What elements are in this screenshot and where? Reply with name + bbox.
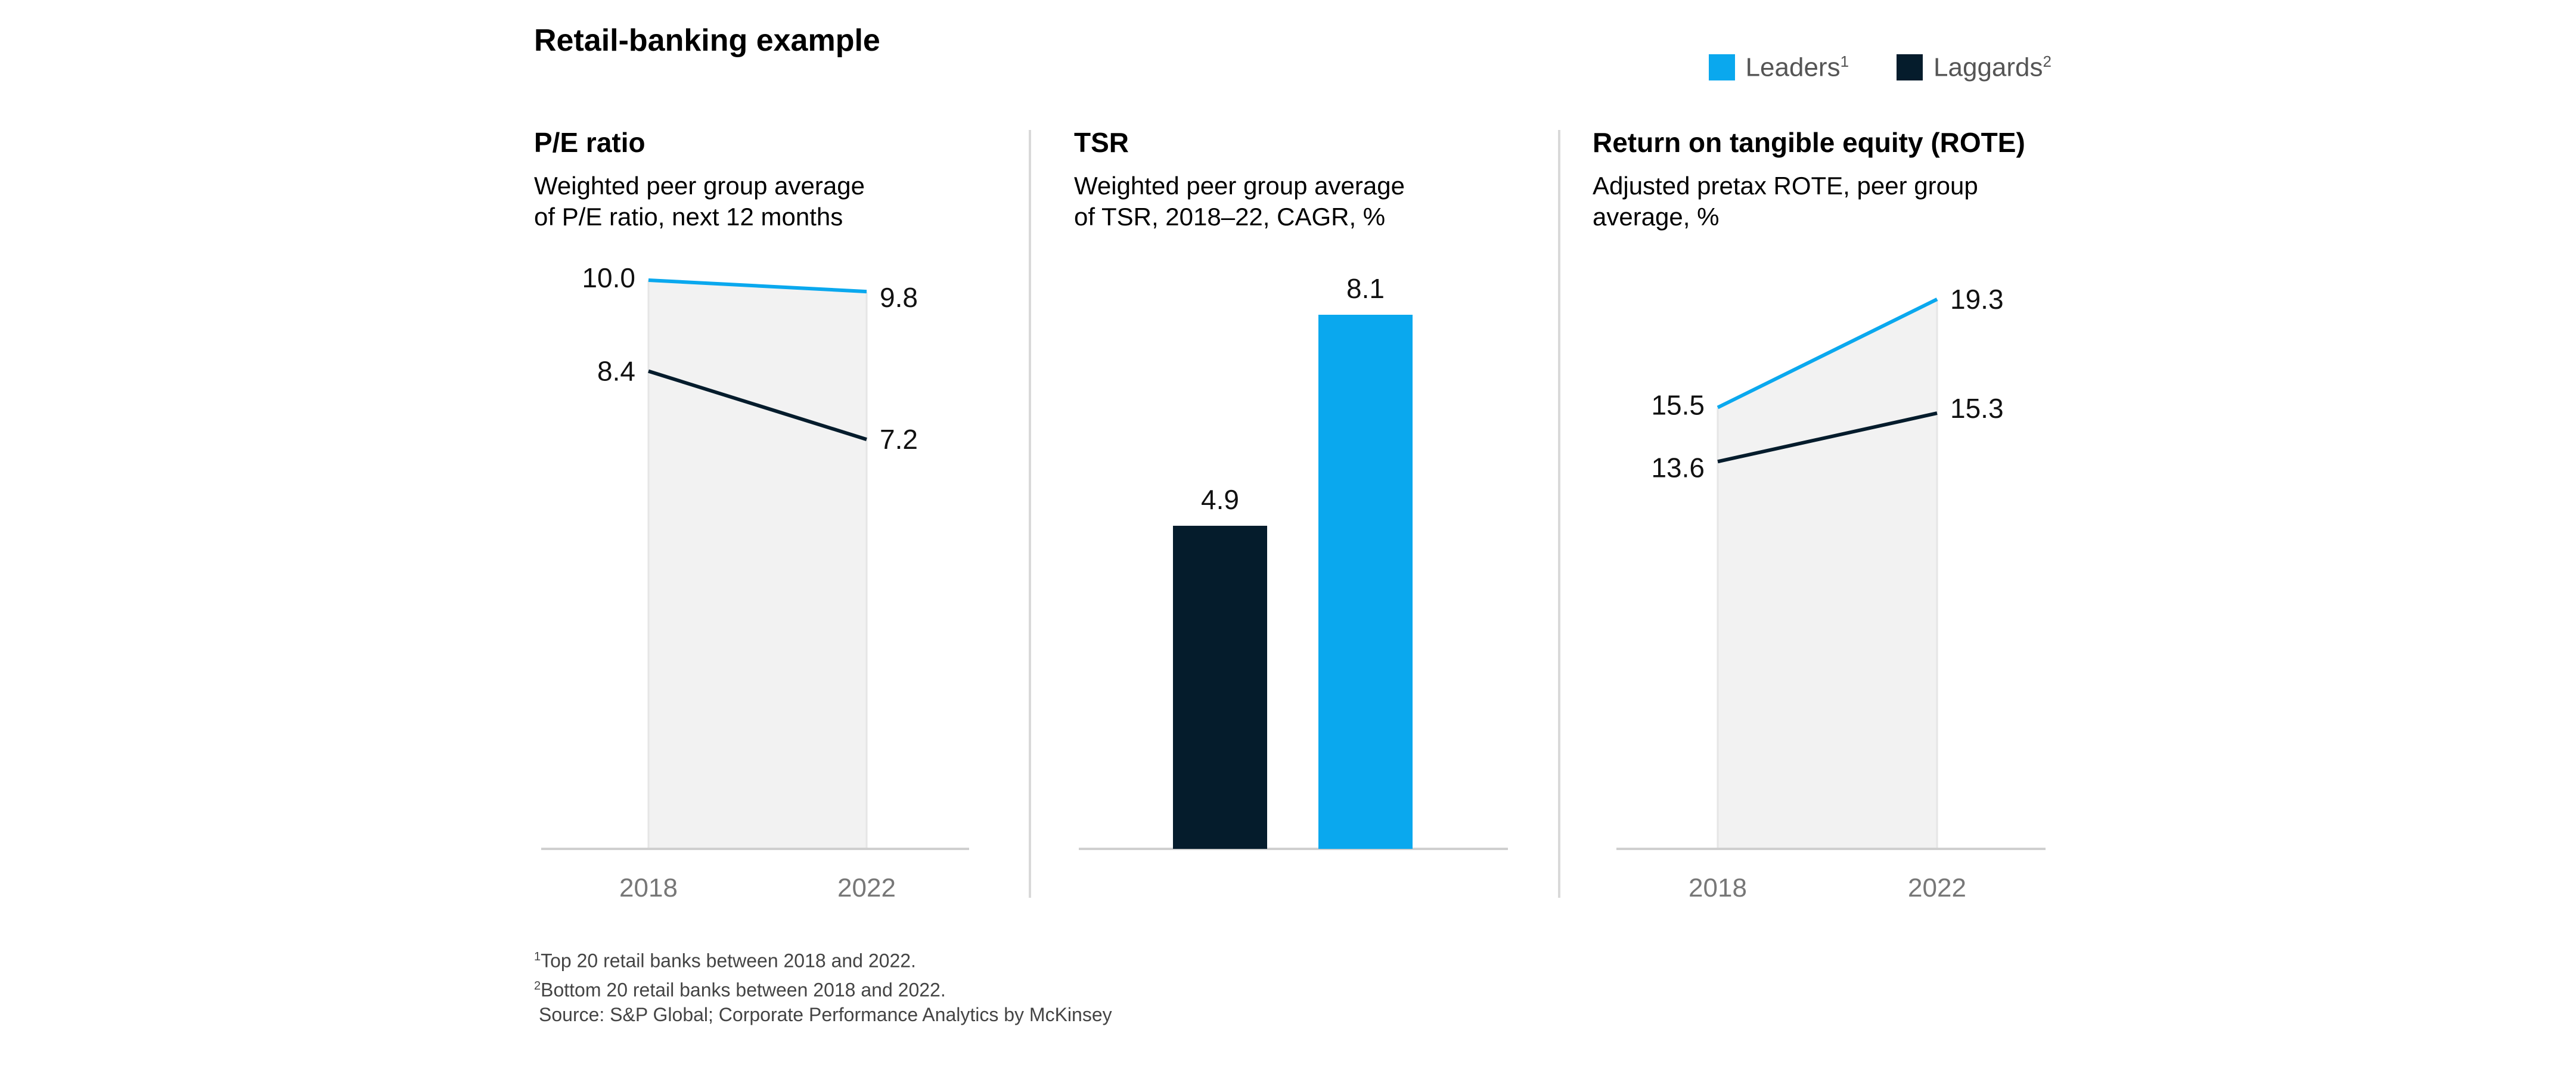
legend-label-laggards: Laggards2 [1933,52,2052,82]
legend-swatch-laggards [1897,54,1923,81]
panel-2-label-laggards-2018: 13.6 [1651,452,1705,483]
legend-item-laggards: Laggards2 [1897,52,2052,83]
pe-ratio-title: P/E ratio [534,127,645,158]
rote-title: Return on tangible equity (ROTE) [1593,127,2025,158]
footnote-2: 2Bottom 20 retail banks between 2018 and… [534,979,946,1001]
panel-0-label-leaders-2018: 10.0 [582,262,635,293]
bar-leaders [1318,315,1413,849]
panel-2-line-laggards [1717,411,1938,464]
legend-label-leaders: Leaders1 [1745,52,1849,82]
bar-label-leaders: 8.1 [1346,273,1385,304]
panel-divider-2 [1558,130,1560,898]
panel-0-line-leaders [648,278,867,294]
pe-ratio-subtitle: Weighted peer group average of P/E ratio,… [534,172,865,231]
rote-subtitle: Adjusted pretax ROTE, peer group average,… [1593,172,1978,231]
tsr-title: TSR [1074,127,1129,158]
panel-0-line-laggards [648,369,867,441]
footnotes: 1Top 20 retail banks between 2018 and 20… [534,944,1112,1027]
bar-laggards [1173,525,1267,849]
bar-label-laggards: 4.9 [1201,484,1239,515]
panel-2-label-leaders-2022: 19.3 [1950,284,2004,315]
panel-divider-1 [1029,130,1031,898]
tsr-subtitle: Weighted peer group average of TSR, 2018–… [1074,172,1405,231]
panel-0-xtick-2018: 2018 [619,873,678,903]
legend: Leaders1 Laggards2 [1708,52,2052,83]
panel-0-shaded-area [648,280,867,849]
panel-0-label-laggards-2018: 8.4 [597,356,635,387]
panel-2-xtick-2018: 2018 [1689,873,1747,903]
legend-item-leaders: Leaders1 [1708,52,1849,83]
panel-2-xtick-2022: 2022 [1908,873,1966,903]
panel-0-xtick-2022: 2022 [837,873,896,903]
panel-2-shaded-area [1718,299,1937,849]
panel-2-label-leaders-2018: 15.5 [1651,390,1705,421]
figure-title: Retail-banking example [534,23,880,58]
panel-2-label-laggards-2022: 15.3 [1950,393,2004,424]
panel-2-line-leaders [1717,297,1938,410]
legend-swatch-leaders [1708,54,1735,81]
source-note: Source: S&P Global; Corporate Performanc… [539,1004,1112,1026]
footnote-1: 1Top 20 retail banks between 2018 and 20… [534,950,916,972]
panel-0-label-leaders-2022: 9.8 [880,282,918,313]
panel-0-label-laggards-2022: 7.2 [880,424,918,455]
